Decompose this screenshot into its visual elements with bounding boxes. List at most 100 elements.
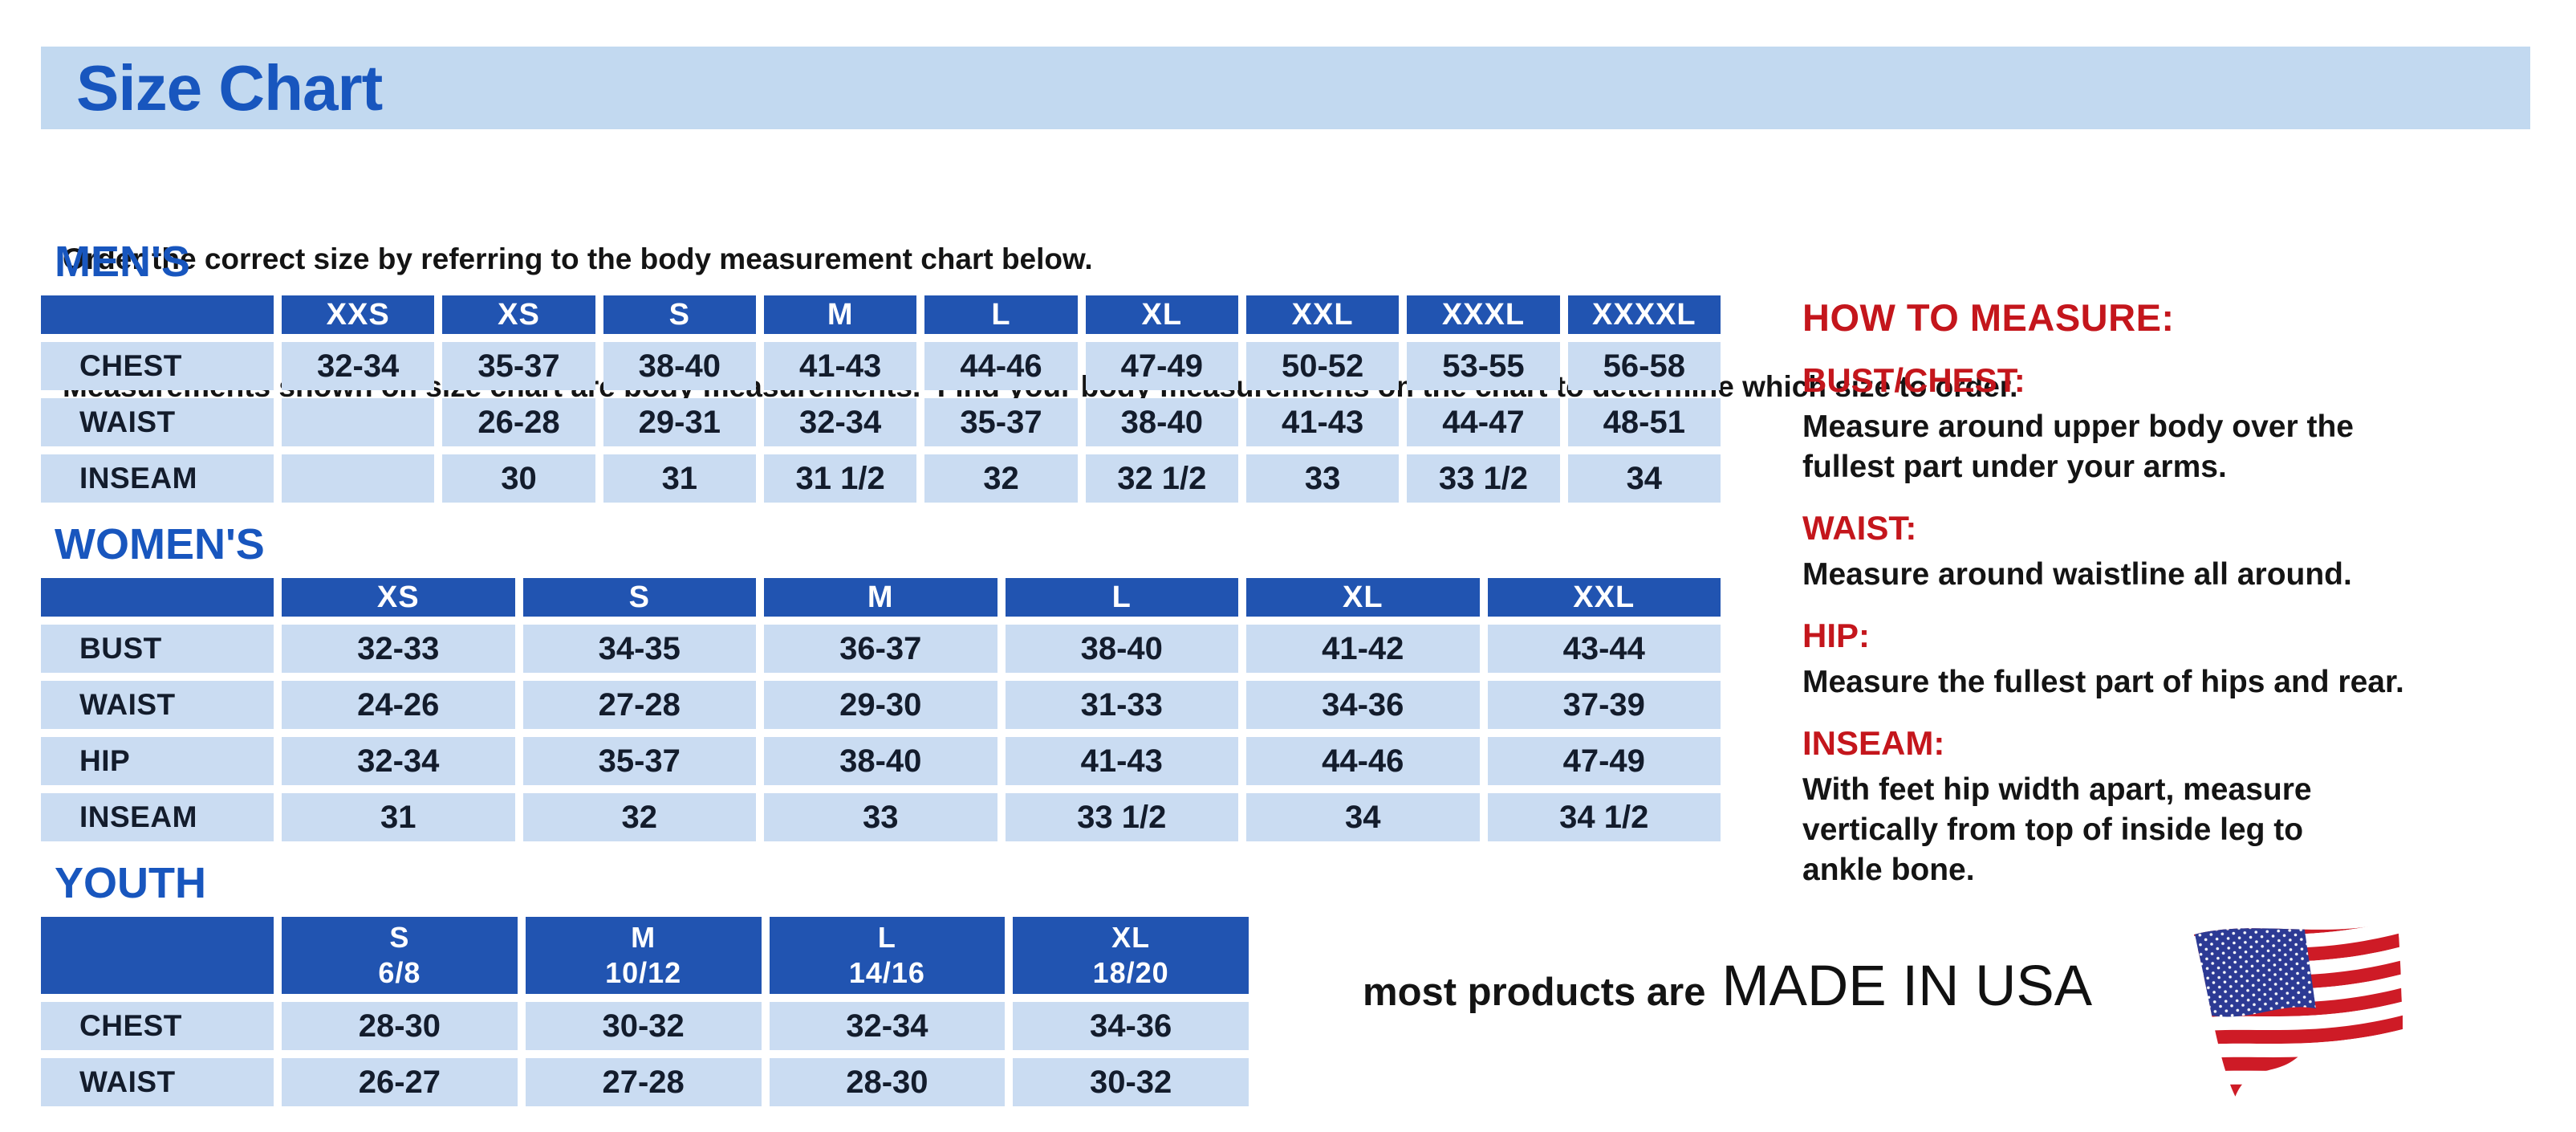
- size-value-cell: 47-49: [1487, 737, 1721, 785]
- made-in-usa-line: most products are MADE IN USA: [1363, 954, 2092, 1019]
- size-tables-column: MEN'S XXS XS S M L XL XXL XXXL XXXXL CHEST 32-34 35…: [33, 238, 1729, 1114]
- row-label: BUST: [41, 625, 274, 673]
- size-column-header: XL: [1246, 578, 1480, 617]
- size-value-cell: 33 1/2: [1005, 793, 1238, 841]
- size-value-cell: 37-39: [1487, 681, 1721, 729]
- measure-item-hip: HIP: Measure the fullest part of hips an…: [1802, 617, 2565, 702]
- size-value-cell: 44-47: [1407, 398, 1560, 446]
- youth-section-heading: YOUTH: [55, 859, 206, 907]
- size-value-cell: 29-30: [764, 681, 997, 729]
- row-label: WAIST: [41, 681, 274, 729]
- flag-canton: [2194, 922, 2316, 1017]
- size-value-cell: 29-31: [603, 398, 756, 446]
- size-value-cell: 38-40: [1085, 398, 1238, 446]
- womens-section-heading: WOMEN'S: [55, 520, 265, 568]
- size-column-header: XXL: [1245, 295, 1400, 334]
- measure-description: With feet hip width apart, measure verti…: [1802, 772, 2312, 887]
- measure-term: HIP:: [1802, 617, 1870, 654]
- measurement-row: WAIST 24-26 27-28 29-30 31-33 34-36 37-39: [41, 681, 1721, 729]
- row-label: INSEAM: [41, 793, 274, 841]
- size-column-header: XS: [282, 578, 515, 617]
- size-value-cell: 32-34: [763, 398, 917, 446]
- size-value-cell: 32-33: [282, 625, 515, 673]
- measure-item-bust-chest: BUST/CHEST: Measure around upper body ov…: [1802, 361, 2565, 487]
- size-value-cell: 34-35: [522, 625, 756, 673]
- size-column-header: L: [924, 295, 1078, 334]
- size-column-header: XXXL: [1407, 295, 1560, 334]
- measurement-row: INSEAM 30 31 31 1/2 32 32 1/2 33 33 1/2 34: [41, 454, 1721, 503]
- size-value-cell: 48-51: [1567, 398, 1721, 446]
- measure-description: Measure the fullest part of hips and rea…: [1802, 665, 2404, 699]
- measure-item-waist: WAIST: Measure around waistline all arou…: [1802, 509, 2565, 595]
- size-value-cell: 34: [1246, 793, 1480, 841]
- size-value-cell: 34: [1567, 454, 1721, 503]
- size-value-cell: 43-44: [1487, 625, 1721, 673]
- size-value-cell: 36-37: [764, 625, 997, 673]
- size-column-header: S: [522, 578, 756, 617]
- measure-term: WAIST:: [1802, 509, 1917, 547]
- size-value-cell: 30: [442, 454, 595, 503]
- size-value-cell: 32: [522, 793, 756, 841]
- size-value-cell: 35-37: [924, 398, 1078, 446]
- size-column-header: XXL: [1487, 578, 1721, 617]
- size-value-cell: 33: [764, 793, 997, 841]
- corner-cell: [41, 295, 274, 334]
- row-label: HIP: [41, 737, 274, 785]
- size-column-header: M: [764, 578, 997, 617]
- corner-cell: [41, 917, 274, 994]
- measure-term: BUST/CHEST:: [1802, 361, 2025, 399]
- size-value-cell: 31: [282, 793, 515, 841]
- youth-size-table: S 6/8 M 10/12 L 14/16 XL 18/20 CHEST 28-30 30-…: [33, 909, 1257, 1114]
- size-value-cell: 41-43: [763, 342, 917, 390]
- size-value-cell: 35-37: [522, 737, 756, 785]
- size-value-cell: 35-37: [442, 342, 595, 390]
- size-value-cell: 24-26: [282, 681, 515, 729]
- size-column-header: L 14/16: [769, 917, 1006, 994]
- size-value-cell: 33 1/2: [1407, 454, 1560, 503]
- size-value-cell: 27-28: [522, 681, 756, 729]
- size-value-cell: 47-49: [1085, 342, 1238, 390]
- womens-size-table: XS S M L XL XXL BUST 32-33 34-35 36-37 38-40 41-42 4…: [33, 570, 1729, 849]
- size-value-cell: 28-30: [769, 1058, 1006, 1106]
- size-column-header: S 6/8: [282, 917, 518, 994]
- measure-description: Measure around waistline all around.: [1802, 557, 2352, 592]
- row-label: WAIST: [41, 398, 274, 446]
- usa-flag-icon: [2193, 922, 2403, 1098]
- size-value-cell: 38-40: [1005, 625, 1238, 673]
- size-value-cell: [282, 454, 435, 503]
- intro-line-1: Order the correct size by referring to t…: [63, 242, 1093, 275]
- size-value-cell: 30-32: [525, 1002, 762, 1050]
- size-value-cell: 31: [603, 454, 756, 503]
- measurement-row: CHEST 32-34 35-37 38-40 41-43 44-46 47-49 50-52…: [41, 342, 1721, 390]
- size-value-cell: 34-36: [1246, 681, 1480, 729]
- size-value-cell: 27-28: [525, 1058, 762, 1106]
- size-column-header: S: [603, 295, 756, 334]
- row-label: INSEAM: [41, 454, 274, 503]
- size-value-cell: 34-36: [1013, 1002, 1249, 1050]
- size-value-cell: 34 1/2: [1487, 793, 1721, 841]
- measure-description: Measure around upper body over the fulle…: [1802, 409, 2354, 484]
- measurement-row: BUST 32-33 34-35 36-37 38-40 41-42 43-44: [41, 625, 1721, 673]
- corner-cell: [41, 578, 274, 617]
- size-value-cell: 44-46: [924, 342, 1078, 390]
- measurement-row: CHEST 28-30 30-32 32-34 34-36: [41, 1002, 1249, 1050]
- size-column-header: L: [1005, 578, 1238, 617]
- size-value-cell: 32-34: [282, 737, 515, 785]
- row-label: CHEST: [41, 1002, 274, 1050]
- size-value-cell: 32-34: [769, 1002, 1006, 1050]
- header-row: XS S M L XL XXL: [41, 578, 1721, 617]
- measurement-row: WAIST 26-27 27-28 28-30 30-32: [41, 1058, 1249, 1106]
- size-value-cell: [282, 398, 435, 446]
- title-bar: Size Chart: [41, 47, 2530, 129]
- size-value-cell: 28-30: [282, 1002, 518, 1050]
- size-value-cell: 50-52: [1245, 342, 1400, 390]
- size-value-cell: 26-28: [442, 398, 595, 446]
- size-value-cell: 30-32: [1013, 1058, 1249, 1106]
- measure-item-inseam: INSEAM: With feet hip width apart, measu…: [1802, 724, 2565, 890]
- size-column-header: M: [763, 295, 917, 334]
- size-value-cell: 41-42: [1246, 625, 1480, 673]
- size-value-cell: 56-58: [1567, 342, 1721, 390]
- header-row: S 6/8 M 10/12 L 14/16 XL 18/20: [41, 917, 1249, 994]
- size-value-cell: 26-27: [282, 1058, 518, 1106]
- size-value-cell: 41-43: [1245, 398, 1400, 446]
